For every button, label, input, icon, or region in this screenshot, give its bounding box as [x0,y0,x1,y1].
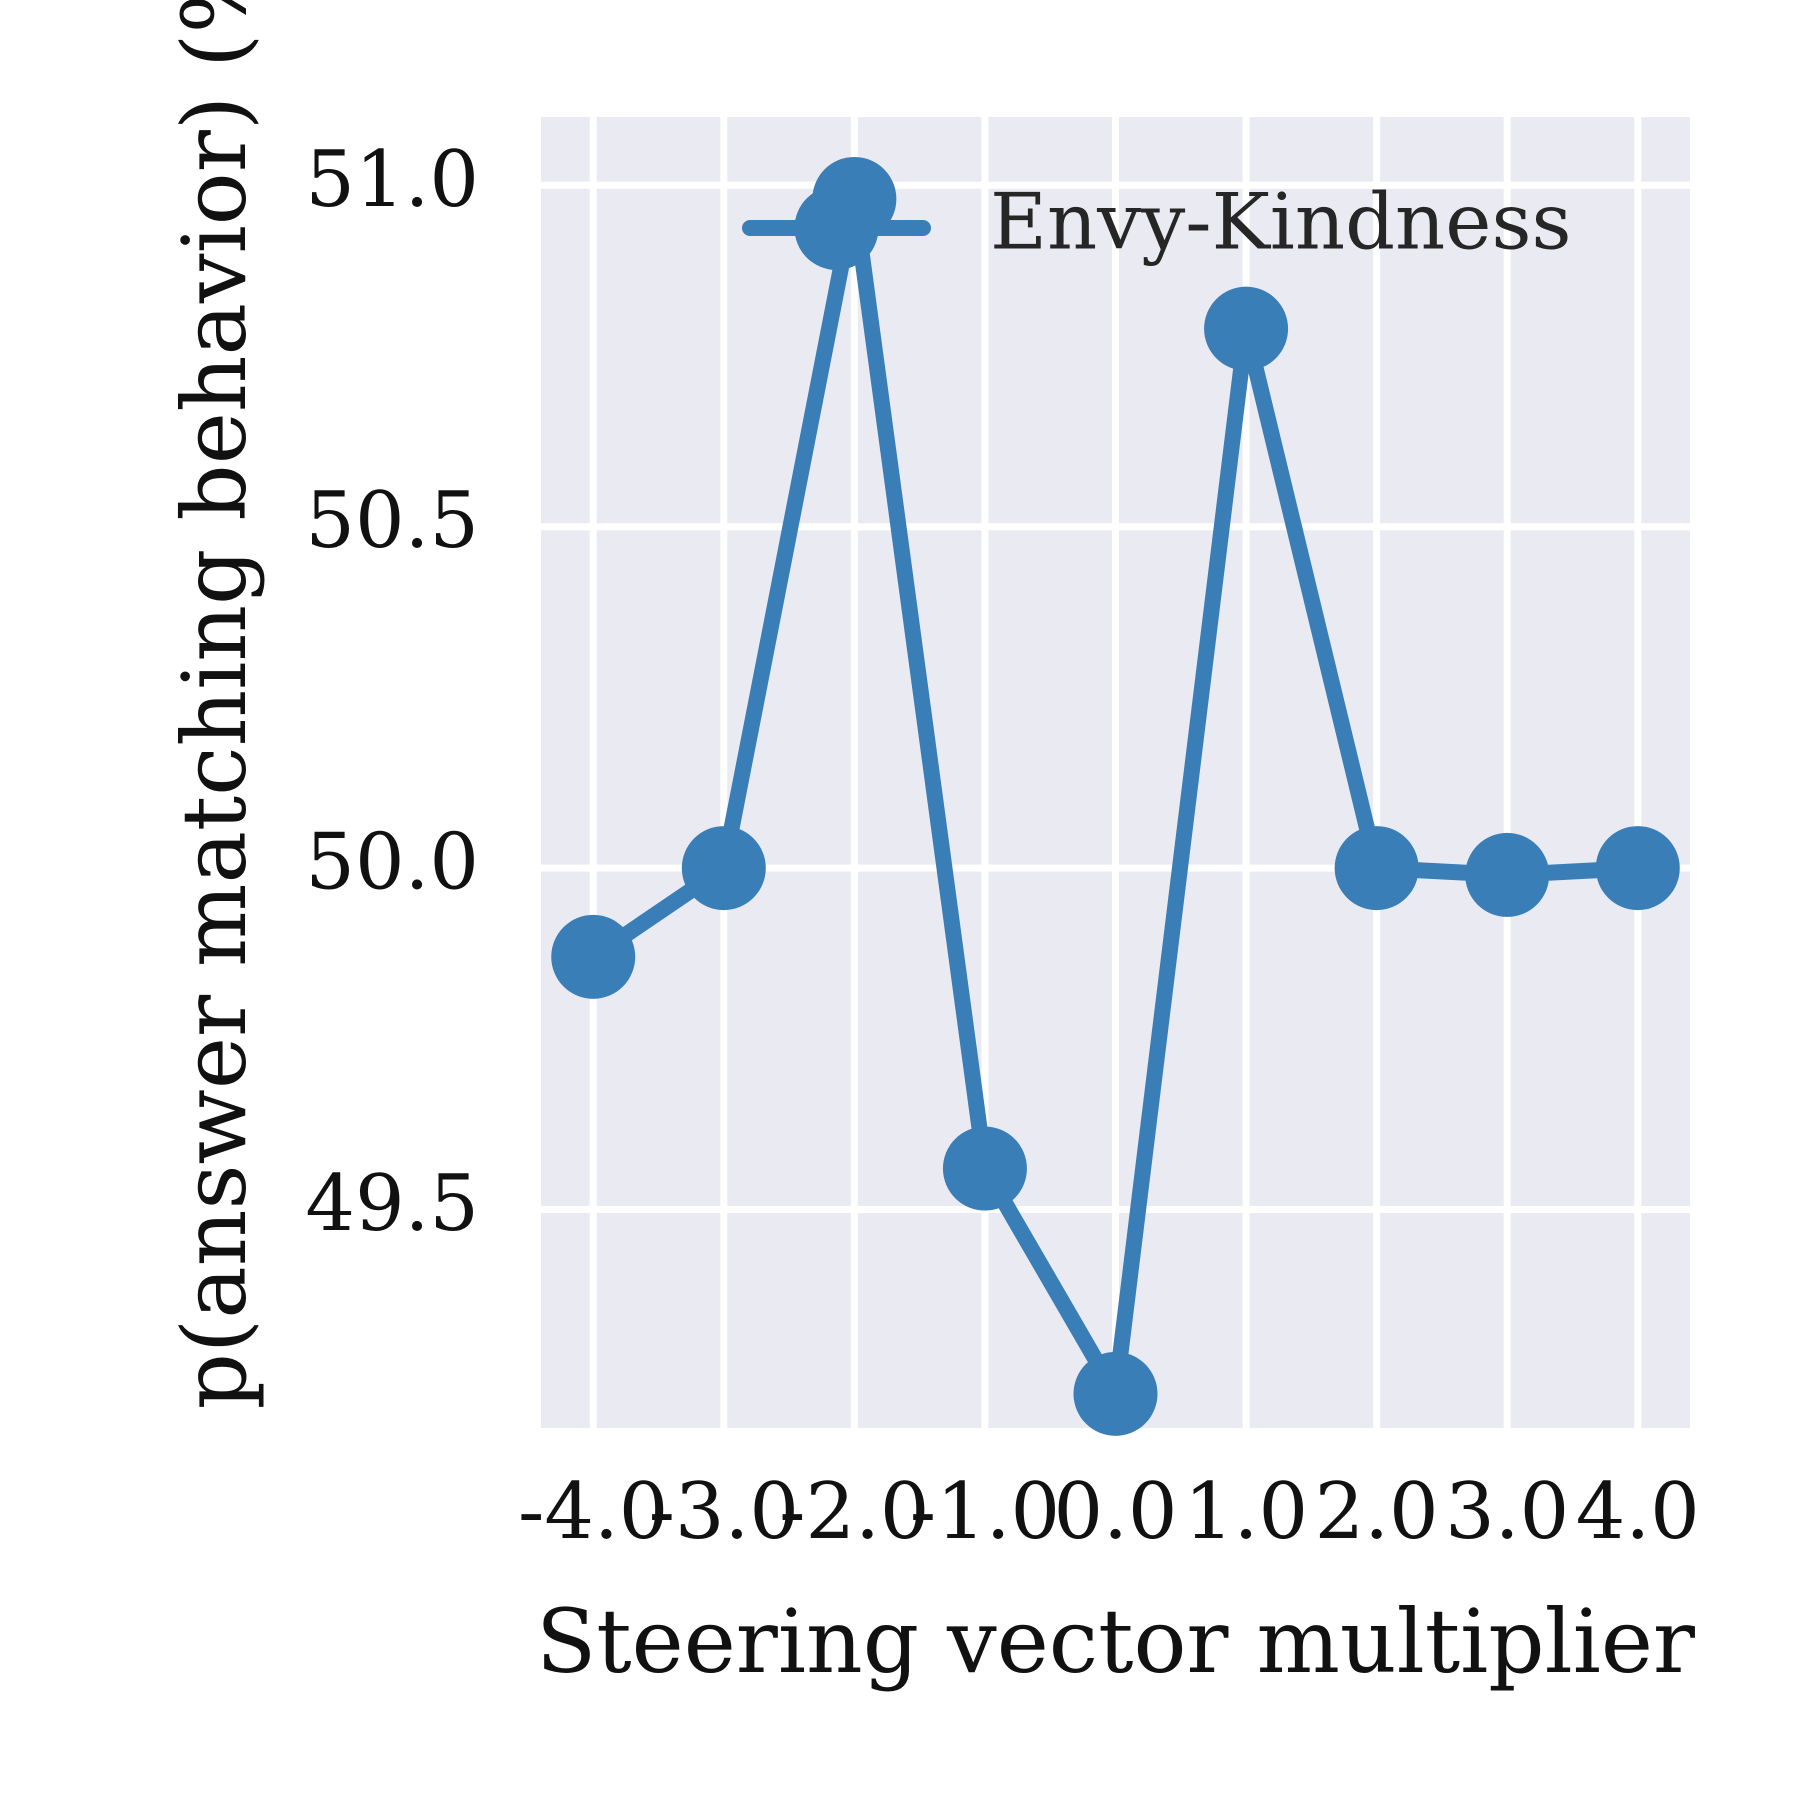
x-tick-label-6: 2.0 [1315,1467,1439,1557]
legend: Envy-Kindness [742,178,1572,270]
data-point-0 [551,914,636,999]
y-tick-label-1: 50.0 [305,818,479,908]
x-tick-label-7: 3.0 [1445,1467,1569,1557]
x-tick-label-2: -2.0 [779,1467,929,1557]
x-tick-label-8: 4.0 [1576,1467,1700,1557]
y-tick-label-2: 50.5 [305,476,479,566]
data-point-7 [1465,832,1550,917]
x-tick-label-5: 1.0 [1184,1467,1308,1557]
y-tick-label-0: 49.5 [305,1159,479,1249]
y-tick-labels: 49.5 50.0 50.5 51.0 [305,135,479,1249]
y-axis-label: p(answer matching behavior) (%) [163,0,266,1409]
legend-marker [794,186,879,270]
x-tick-label-0: -4.0 [518,1467,668,1557]
data-point-8 [1595,826,1680,911]
data-point-4 [1073,1351,1158,1436]
legend-label-envy-kindness: Envy-Kindness [990,178,1572,268]
y-tick-label-3: 51.0 [305,135,479,225]
data-point-3 [942,1126,1027,1211]
data-point-1 [681,826,766,911]
x-axis-label: Steering vector multiplier [536,1590,1696,1693]
data-point-6 [1334,826,1419,911]
x-tick-labels: -4.0-3.0-2.0-1.00.0 1.0 2.0 3.0 4.0 [518,1467,1700,1557]
x-tick-label-4: 0.0 [1053,1467,1177,1557]
x-tick-label-1: -3.0 [649,1467,799,1557]
x-tick-label-3: -1.0 [910,1467,1060,1557]
data-point-5 [1204,286,1289,371]
